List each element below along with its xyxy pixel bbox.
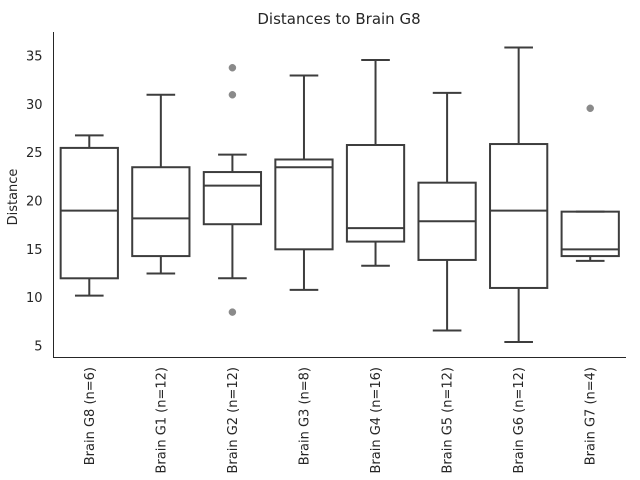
y-tick-label: 10 bbox=[26, 291, 43, 306]
x-tick-label: Brain G3 (n=8) bbox=[297, 367, 312, 465]
x-tick-label: Brain G7 (n=4) bbox=[584, 367, 599, 465]
box-6 bbox=[417, 91, 477, 332]
box-iqr bbox=[345, 144, 406, 243]
box-iqr bbox=[202, 171, 263, 226]
box-iqr bbox=[59, 146, 119, 280]
box-1 bbox=[59, 134, 119, 297]
x-tick-label: Brain G5 (n=12) bbox=[441, 367, 456, 474]
y-tick-label: 30 bbox=[26, 98, 43, 113]
box-5 bbox=[345, 59, 406, 267]
y-ticks: 5 10 15 20 25 30 35 bbox=[26, 50, 43, 355]
y-tick-label: 15 bbox=[26, 243, 43, 258]
x-tick-label: Brain G4 (n=16) bbox=[369, 367, 384, 474]
box-4 bbox=[274, 74, 334, 291]
y-axis-label: Distance bbox=[6, 169, 21, 226]
outlier-point bbox=[228, 63, 237, 72]
box-8 bbox=[560, 104, 620, 262]
x-tick-label: Brain G8 (n=6) bbox=[83, 367, 98, 465]
outlier-point bbox=[586, 104, 594, 113]
box-7 bbox=[489, 46, 549, 344]
box-iqr bbox=[489, 143, 549, 289]
y-tick-label: 25 bbox=[26, 146, 43, 161]
boxes-group bbox=[59, 46, 620, 344]
box-2 bbox=[131, 93, 191, 275]
x-tick-label: Brain G6 (n=12) bbox=[512, 367, 527, 474]
box-iqr bbox=[131, 166, 191, 258]
y-tick-label: 20 bbox=[26, 195, 43, 210]
box-iqr bbox=[560, 210, 620, 258]
chart-title: Distances to Brain G8 bbox=[257, 10, 420, 28]
y-tick-label: 5 bbox=[34, 339, 42, 354]
outlier-point bbox=[228, 308, 237, 316]
x-ticks: Brain G8 (n=6) Brain G1 (n=12) Brain G2 (n… bbox=[83, 367, 599, 474]
box-3 bbox=[202, 63, 263, 316]
x-tick-label: Brain G1 (n=12) bbox=[154, 367, 169, 474]
x-tick-label: Brain G2 (n=12) bbox=[226, 367, 241, 474]
y-tick-label: 35 bbox=[26, 50, 43, 65]
box-iqr bbox=[274, 158, 334, 251]
outlier-point bbox=[228, 91, 237, 99]
